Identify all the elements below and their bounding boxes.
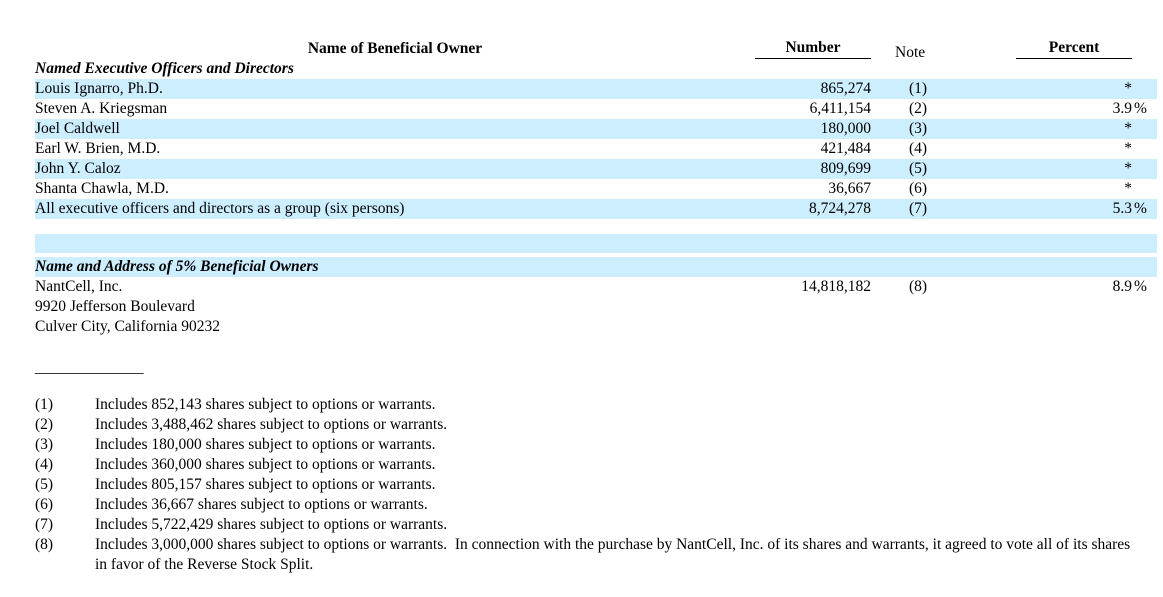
owner-name-cell: Louis Ignarro, Ph.D. (35, 79, 755, 99)
percent-symbol-cell (1132, 139, 1157, 159)
note-cell: (2) (908, 100, 928, 117)
address-row: 9920 Jefferson Boulevard (35, 297, 1157, 317)
percent-symbol-cell (1132, 159, 1157, 179)
shares-cell: 6,411,154 (809, 100, 871, 117)
address-row: Culver City, California 90232 (35, 317, 1157, 337)
owner-name-cell: Steven A. Kriegsman (35, 100, 168, 117)
percent-symbol-cell: % (1132, 199, 1157, 219)
owner-name-cell: Earl W. Brien, M.D. (35, 140, 161, 157)
footnote-label: (5) (35, 476, 54, 493)
percent-cell: 3.9 (1112, 100, 1132, 117)
footnote-text: Includes 852,143 shares subject to optio… (95, 396, 436, 413)
footnote-label: (7) (35, 516, 54, 533)
percent-cell: * (1124, 180, 1132, 197)
footnote-label: (8) (35, 536, 54, 553)
owner-name-cell: All executive officers and directors as … (35, 199, 755, 219)
percent-cell: * (1016, 79, 1132, 99)
spacer-row (35, 219, 1157, 234)
note-cell: (7) (895, 199, 941, 219)
footnote-label: (3) (35, 436, 54, 453)
footnote-label: (1) (35, 396, 54, 413)
footnote: (7) Includes 5,722,429 shares subject to… (35, 515, 1163, 535)
footnotes: (1) Includes 852,143 shares subject to o… (35, 395, 1163, 575)
shares-cell: 8,724,278 (755, 199, 871, 219)
percent-symbol-cell (1132, 119, 1157, 139)
table-row: Steven A. Kriegsman 6,411,154 (2) 3.9 % (35, 99, 1157, 119)
owner-address-line: Culver City, California 90232 (35, 318, 220, 335)
note-cell: (4) (908, 140, 928, 157)
footnote: (5) Includes 805,157 shares subject to o… (35, 475, 1163, 495)
footnote-divider: ______________ (35, 359, 144, 376)
owner-name-cell: Shanta Chawla, M.D. (35, 180, 169, 197)
col-header-number: Number (755, 33, 871, 59)
footnote: (8) Includes 3,000,000 shares subject to… (35, 535, 1163, 575)
footnote-text: Includes 805,157 shares subject to optio… (95, 476, 436, 493)
empty-stripe-row (35, 234, 1157, 253)
percent-cell: 8.9 (1112, 278, 1132, 295)
note-cell: (8) (908, 278, 928, 295)
section-title: Name and Address of 5% Beneficial Owners (35, 257, 1157, 277)
footnote: (6) Includes 36,667 shares subject to op… (35, 495, 1163, 515)
table-row: Louis Ignarro, Ph.D. 865,274 (1) * (35, 79, 1157, 99)
table-header-row: Name of Beneficial Owner Number Note Per… (35, 33, 1157, 61)
footnote-text: Includes 3,488,462 shares subject to opt… (95, 416, 448, 433)
owner-address-line: 9920 Jefferson Boulevard (35, 298, 195, 315)
footnote-text: Includes 360,000 shares subject to optio… (95, 456, 436, 473)
shares-cell: 36,667 (828, 180, 871, 197)
percent-symbol-cell: % (1134, 278, 1147, 295)
percent-cell: * (1124, 140, 1132, 157)
percent-cell: 5.3 (1016, 199, 1132, 219)
footnote: (2) Includes 3,488,462 shares subject to… (35, 415, 1163, 435)
footnote-text: Includes 5,722,429 shares subject to opt… (95, 516, 448, 533)
col-header-note: Note (895, 43, 926, 61)
shares-cell: 865,274 (755, 79, 871, 99)
percent-symbol-cell (1132, 179, 1157, 199)
footnote: (1) Includes 852,143 shares subject to o… (35, 395, 1163, 415)
percent-symbol-cell (1132, 79, 1157, 99)
note-cell: (5) (895, 159, 941, 179)
table-row: Shanta Chawla, M.D. 36,667 (6) * (35, 179, 1157, 199)
table-row: John Y. Caloz 809,699 (5) * (35, 159, 1157, 179)
shares-cell: 809,699 (755, 159, 871, 179)
footnote-label: (4) (35, 456, 54, 473)
table-row: NantCell, Inc. 14,818,182 (8) 8.9 % (35, 277, 1157, 297)
beneficial-ownership-table: Name of Beneficial Owner Number Note Per… (35, 33, 1157, 337)
footnote-text: Includes 3,000,000 shares subject to opt… (95, 536, 1135, 573)
shares-cell: 14,818,182 (801, 278, 871, 295)
col-header-percent: Percent (1016, 33, 1132, 59)
footnote-label: (2) (35, 416, 54, 433)
owner-name-cell: John Y. Caloz (35, 159, 755, 179)
percent-symbol-cell: % (1134, 100, 1147, 117)
section-title-row: Name and Address of 5% Beneficial Owners (35, 257, 1157, 277)
table-row: All executive officers and directors as … (35, 199, 1157, 219)
footnote-text: Includes 180,000 shares subject to optio… (95, 436, 436, 453)
footnote-label: (6) (35, 496, 54, 513)
owner-name-cell: NantCell, Inc. (35, 278, 123, 295)
note-cell: (1) (895, 79, 941, 99)
section-title: Named Executive Officers and Directors (35, 60, 294, 77)
percent-cell: * (1016, 159, 1132, 179)
footnote: (3) Includes 180,000 shares subject to o… (35, 435, 1163, 455)
percent-cell: * (1016, 119, 1132, 139)
shares-cell: 180,000 (755, 119, 871, 139)
table-row: Joel Caldwell 180,000 (3) * (35, 119, 1157, 139)
footnote: (4) Includes 360,000 shares subject to o… (35, 455, 1163, 475)
note-cell: (3) (895, 119, 941, 139)
section-title-row: Named Executive Officers and Directors (35, 59, 1157, 80)
owner-name-cell: Joel Caldwell (35, 119, 755, 139)
footnote-text: Includes 36,667 shares subject to option… (95, 496, 428, 513)
table-row: Earl W. Brien, M.D. 421,484 (4) * (35, 139, 1157, 159)
col-header-name: Name of Beneficial Owner (307, 39, 483, 57)
shares-cell: 421,484 (820, 140, 871, 157)
note-cell: (6) (908, 180, 928, 197)
document-page: Name of Beneficial Owner Number Note Per… (35, 33, 1163, 575)
